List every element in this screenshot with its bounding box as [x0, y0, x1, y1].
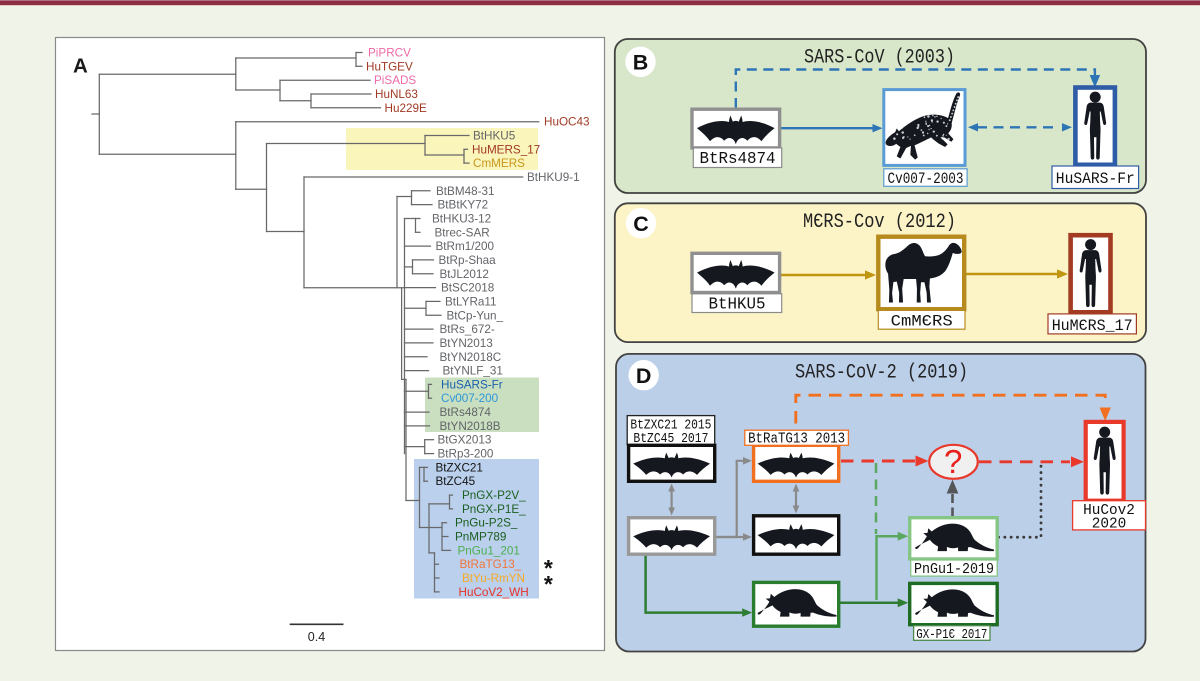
svg-text:HuSARS-Fr: HuSARS-Fr — [441, 378, 503, 391]
svg-text:BtYN2013: BtYN2013 — [440, 337, 493, 350]
svg-text:BtHKU5: BtHKU5 — [709, 296, 766, 314]
svg-text:PnGu-P2S_: PnGu-P2S_ — [455, 517, 518, 530]
svg-text:BtHKU9-1: BtHKU9-1 — [527, 171, 580, 184]
svg-text:BtRp-Shaa: BtRp-Shaa — [439, 254, 497, 267]
svg-text:HuOC43: HuOC43 — [544, 116, 589, 129]
svg-text:BtYN2018C: BtYN2018C — [440, 351, 502, 364]
svg-text:A: A — [73, 55, 88, 78]
svg-text:HuTGEV: HuTGEV — [366, 60, 413, 73]
svg-text:BtGX2013: BtGX2013 — [438, 434, 492, 447]
svg-text:*: * — [544, 555, 553, 581]
svg-text:BtRm1/200: BtRm1/200 — [436, 240, 495, 253]
svg-text:PnGX-P2V_: PnGX-P2V_ — [462, 489, 526, 502]
svg-text:SARS-CoV-2 (2019): SARS-CoV-2 (2019) — [795, 362, 968, 385]
svg-text:HuCov2: HuCov2 — [1083, 503, 1135, 519]
svg-text:Hu229E: Hu229E — [385, 102, 427, 115]
svg-text:0.4: 0.4 — [308, 630, 325, 644]
svg-text:PnGu1_201: PnGu1_201 — [458, 544, 520, 557]
svg-text:GX-P1Є 2017: GX-P1Є 2017 — [916, 628, 987, 643]
svg-text:PnGX-P1E_: PnGX-P1E_ — [462, 503, 526, 516]
svg-text:Cv007-200: Cv007-200 — [441, 392, 499, 405]
svg-text:HuSARS-Fr: HuSARS-Fr — [1056, 170, 1135, 188]
svg-text:BtRs4874: BtRs4874 — [440, 406, 492, 419]
svg-text:PnMP789: PnMP789 — [455, 531, 506, 544]
svg-text:2020: 2020 — [1092, 517, 1127, 533]
svg-text:SARS-CoV (2003): SARS-CoV (2003) — [804, 47, 955, 70]
svg-text:PiSADS: PiSADS — [374, 74, 416, 87]
svg-text:BtZC45: BtZC45 — [436, 475, 476, 488]
svg-text:BtHKU3-12: BtHKU3-12 — [432, 213, 491, 226]
svg-text:BtJL2012: BtJL2012 — [440, 268, 489, 281]
svg-text:BtRs_672-: BtRs_672- — [440, 323, 495, 336]
svg-text:BtBtKY72: BtBtKY72 — [438, 199, 489, 212]
svg-text:BtZXC21: BtZXC21 — [436, 461, 483, 474]
svg-text:HuMERS_17: HuMERS_17 — [472, 143, 540, 156]
svg-text:HuNL63: HuNL63 — [375, 88, 418, 101]
svg-text:HuCoV2_WH: HuCoV2_WH — [459, 586, 529, 599]
svg-text:BtYNLF_31: BtYNLF_31 — [443, 365, 503, 378]
svg-text:BtRs4874: BtRs4874 — [700, 150, 776, 168]
svg-text:BtCp-Yun_: BtCp-Yun_ — [447, 309, 504, 322]
svg-text:BtHKU5: BtHKU5 — [473, 130, 516, 143]
svg-text:BtRp3-200: BtRp3-200 — [438, 448, 494, 461]
svg-text:BtSC2018: BtSC2018 — [441, 282, 494, 295]
svg-text:MЄRS-Cov (2012): MЄRS-Cov (2012) — [803, 211, 956, 234]
svg-text:Btrec-SAR: Btrec-SAR — [435, 226, 490, 239]
svg-text:BtLYRa11: BtLYRa11 — [445, 295, 497, 308]
svg-text:?: ? — [944, 443, 962, 480]
svg-text:CmMERS: CmMERS — [473, 157, 525, 170]
svg-text:BtRaTG13_: BtRaTG13_ — [460, 558, 522, 571]
svg-text:D: D — [636, 364, 652, 388]
svg-text:BtYu-RmYN: BtYu-RmYN — [462, 572, 525, 585]
svg-text:HuMЄRS_17: HuMЄRS_17 — [1052, 317, 1133, 335]
svg-text:PiPRCV: PiPRCV — [368, 47, 411, 60]
svg-text:BtRaTG13 2013: BtRaTG13 2013 — [748, 432, 845, 448]
svg-text:PnGu1-2019: PnGu1-2019 — [914, 562, 994, 578]
svg-text:Cv007-2003: Cv007-2003 — [888, 170, 964, 188]
svg-text:BtYN2018B: BtYN2018B — [440, 420, 501, 433]
svg-text:CmMЄRS: CmMЄRS — [891, 312, 953, 330]
svg-text:BtBM48-31: BtBM48-31 — [436, 185, 494, 198]
svg-text:B: B — [633, 51, 649, 75]
svg-text:BtZXC21 2015: BtZXC21 2015 — [630, 418, 711, 434]
svg-text:C: C — [633, 212, 649, 236]
svg-text:*: * — [544, 571, 553, 597]
svg-text:BtZC45 2017: BtZC45 2017 — [633, 431, 708, 447]
